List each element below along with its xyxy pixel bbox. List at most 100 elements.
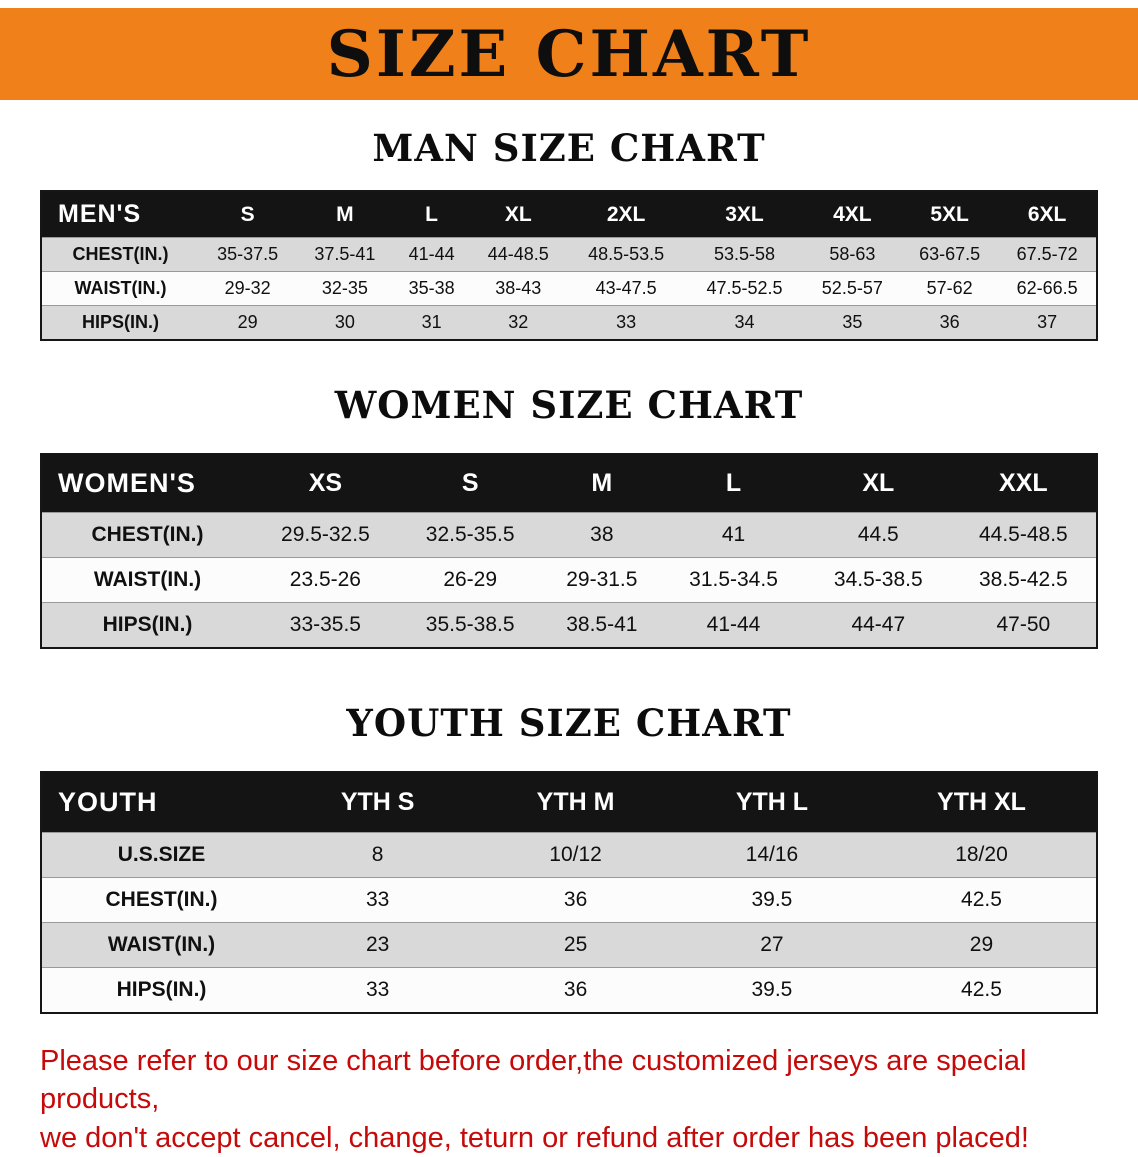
youth-section-heading: YOUTH SIZE CHART bbox=[346, 701, 792, 745]
size-column-header: M bbox=[542, 454, 662, 513]
size-value-cell: 38.5-42.5 bbox=[950, 557, 1097, 603]
disclaimer-line-1: Please refer to our size chart before or… bbox=[40, 1045, 1027, 1116]
size-value-cell: 10/12 bbox=[474, 832, 677, 878]
table-row: U.S.SIZE 8 10/12 14/16 18/20 bbox=[41, 832, 1097, 878]
size-value-cell: 29 bbox=[866, 922, 1097, 968]
size-column-header: 2XL bbox=[566, 191, 686, 238]
size-value-cell: 38.5-41 bbox=[542, 602, 662, 648]
size-value-cell: 39.5 bbox=[676, 967, 867, 1013]
size-value-cell: 58-63 bbox=[803, 237, 901, 272]
size-value-cell: 44.5 bbox=[805, 512, 951, 558]
size-value-cell: 32.5-35.5 bbox=[397, 512, 543, 558]
size-value-cell: 41-44 bbox=[393, 237, 470, 272]
row-label: HIPS(IN.) bbox=[41, 602, 253, 648]
size-value-cell: 29 bbox=[199, 305, 297, 340]
size-value-cell: 33 bbox=[281, 877, 475, 923]
size-value-cell: 47.5-52.5 bbox=[685, 271, 804, 306]
women-size-table: WOMEN'S XS S M L XL XXL CHEST(IN.) 29.5-32.5 32.5… bbox=[40, 453, 1098, 649]
size-value-cell: 67.5-72 bbox=[998, 237, 1097, 272]
size-value-cell: 48.5-53.5 bbox=[566, 237, 686, 272]
size-column-header: YTH XL bbox=[866, 772, 1097, 833]
table-title-cell: WOMEN'S bbox=[41, 454, 253, 513]
size-value-cell: 26-29 bbox=[397, 557, 543, 603]
youth-size-table: YOUTH YTH S YTH M YTH L YTH XL U.S.SIZE 8 10/12… bbox=[40, 771, 1098, 1014]
size-value-cell: 18/20 bbox=[866, 832, 1097, 878]
size-value-cell: 33 bbox=[566, 305, 686, 340]
size-column-header: 3XL bbox=[685, 191, 804, 238]
size-value-cell: 41-44 bbox=[661, 602, 806, 648]
size-value-cell: 33 bbox=[281, 967, 475, 1013]
size-value-cell: 42.5 bbox=[866, 967, 1097, 1013]
table-header-row: MEN'S S M L XL 2XL 3XL 4XL 5XL 6XL bbox=[41, 191, 1097, 238]
size-value-cell: 39.5 bbox=[676, 877, 867, 923]
row-label: WAIST(IN.) bbox=[41, 922, 281, 968]
table-header-row: YOUTH YTH S YTH M YTH L YTH XL bbox=[41, 772, 1097, 833]
row-label: CHEST(IN.) bbox=[41, 512, 253, 558]
size-value-cell: 44.5-48.5 bbox=[950, 512, 1097, 558]
size-column-header: YTH M bbox=[474, 772, 677, 833]
size-column-header: XL bbox=[805, 454, 951, 513]
size-value-cell: 32 bbox=[469, 305, 567, 340]
table-row: WAIST(IN.) 23 25 27 29 bbox=[41, 922, 1097, 968]
size-column-header: YTH S bbox=[281, 772, 475, 833]
size-value-cell: 38-43 bbox=[469, 271, 567, 306]
size-value-cell: 35-37.5 bbox=[199, 237, 297, 272]
row-label: U.S.SIZE bbox=[41, 832, 281, 878]
size-column-header: L bbox=[393, 191, 470, 238]
size-column-header: M bbox=[296, 191, 394, 238]
size-value-cell: 34 bbox=[685, 305, 804, 340]
size-value-cell: 35.5-38.5 bbox=[397, 602, 543, 648]
size-column-header: L bbox=[661, 454, 806, 513]
size-column-header: S bbox=[199, 191, 297, 238]
table-row: WAIST(IN.) 23.5-26 26-29 29-31.5 31.5-34.5 34… bbox=[41, 557, 1097, 603]
table-row: HIPS(IN.) 33-35.5 35.5-38.5 38.5-41 41-44 44-… bbox=[41, 602, 1097, 648]
size-value-cell: 27 bbox=[676, 922, 867, 968]
size-value-cell: 23.5-26 bbox=[253, 557, 398, 603]
size-value-cell: 53.5-58 bbox=[685, 237, 804, 272]
size-value-cell: 8 bbox=[281, 832, 475, 878]
size-value-cell: 47-50 bbox=[950, 602, 1097, 648]
size-value-cell: 41 bbox=[661, 512, 806, 558]
size-value-cell: 30 bbox=[296, 305, 394, 340]
size-value-cell: 29-32 bbox=[199, 271, 297, 306]
size-value-cell: 32-35 bbox=[296, 271, 394, 306]
size-value-cell: 44-47 bbox=[805, 602, 951, 648]
men-size-table: MEN'S S M L XL 2XL 3XL 4XL 5XL 6XL CHEST(IN.) 35-37… bbox=[40, 190, 1098, 341]
row-label: WAIST(IN.) bbox=[41, 271, 199, 306]
size-value-cell: 36 bbox=[474, 967, 677, 1013]
size-column-header: XS bbox=[253, 454, 398, 513]
size-column-header: 4XL bbox=[803, 191, 901, 238]
size-value-cell: 57-62 bbox=[900, 271, 999, 306]
size-value-cell: 38 bbox=[542, 512, 662, 558]
size-chart-banner: SIZE CHART bbox=[0, 8, 1138, 100]
size-value-cell: 33-35.5 bbox=[253, 602, 398, 648]
page-title: SIZE CHART bbox=[326, 16, 812, 92]
size-column-header: XXL bbox=[950, 454, 1097, 513]
size-value-cell: 36 bbox=[474, 877, 677, 923]
size-column-header: XL bbox=[469, 191, 567, 238]
table-row: WAIST(IN.) 29-32 32-35 35-38 38-43 43-47.5 47.… bbox=[41, 271, 1097, 306]
row-label: HIPS(IN.) bbox=[41, 967, 281, 1013]
size-column-header: 5XL bbox=[900, 191, 999, 238]
size-value-cell: 14/16 bbox=[676, 832, 867, 878]
size-value-cell: 31.5-34.5 bbox=[661, 557, 806, 603]
size-value-cell: 44-48.5 bbox=[469, 237, 567, 272]
table-title-cell: MEN'S bbox=[41, 191, 199, 238]
table-row: CHEST(IN.) 35-37.5 37.5-41 41-44 44-48.5 48.5… bbox=[41, 237, 1097, 272]
size-value-cell: 63-67.5 bbox=[900, 237, 999, 272]
size-value-cell: 42.5 bbox=[866, 877, 1097, 923]
table-row: HIPS(IN.) 29 30 31 32 33 34 35 36 37 bbox=[41, 305, 1097, 340]
size-value-cell: 35-38 bbox=[393, 271, 470, 306]
table-row: CHEST(IN.) 33 36 39.5 42.5 bbox=[41, 877, 1097, 923]
row-label: CHEST(IN.) bbox=[41, 877, 281, 923]
table-title-cell: YOUTH bbox=[41, 772, 281, 833]
table-header-row: WOMEN'S XS S M L XL XXL bbox=[41, 454, 1097, 513]
size-column-header: YTH L bbox=[676, 772, 867, 833]
size-value-cell: 31 bbox=[393, 305, 470, 340]
size-value-cell: 23 bbox=[281, 922, 475, 968]
size-value-cell: 37 bbox=[998, 305, 1097, 340]
row-label: HIPS(IN.) bbox=[41, 305, 199, 340]
size-value-cell: 37.5-41 bbox=[296, 237, 394, 272]
size-value-cell: 43-47.5 bbox=[566, 271, 686, 306]
women-section-heading: WOMEN SIZE CHART bbox=[334, 383, 804, 427]
